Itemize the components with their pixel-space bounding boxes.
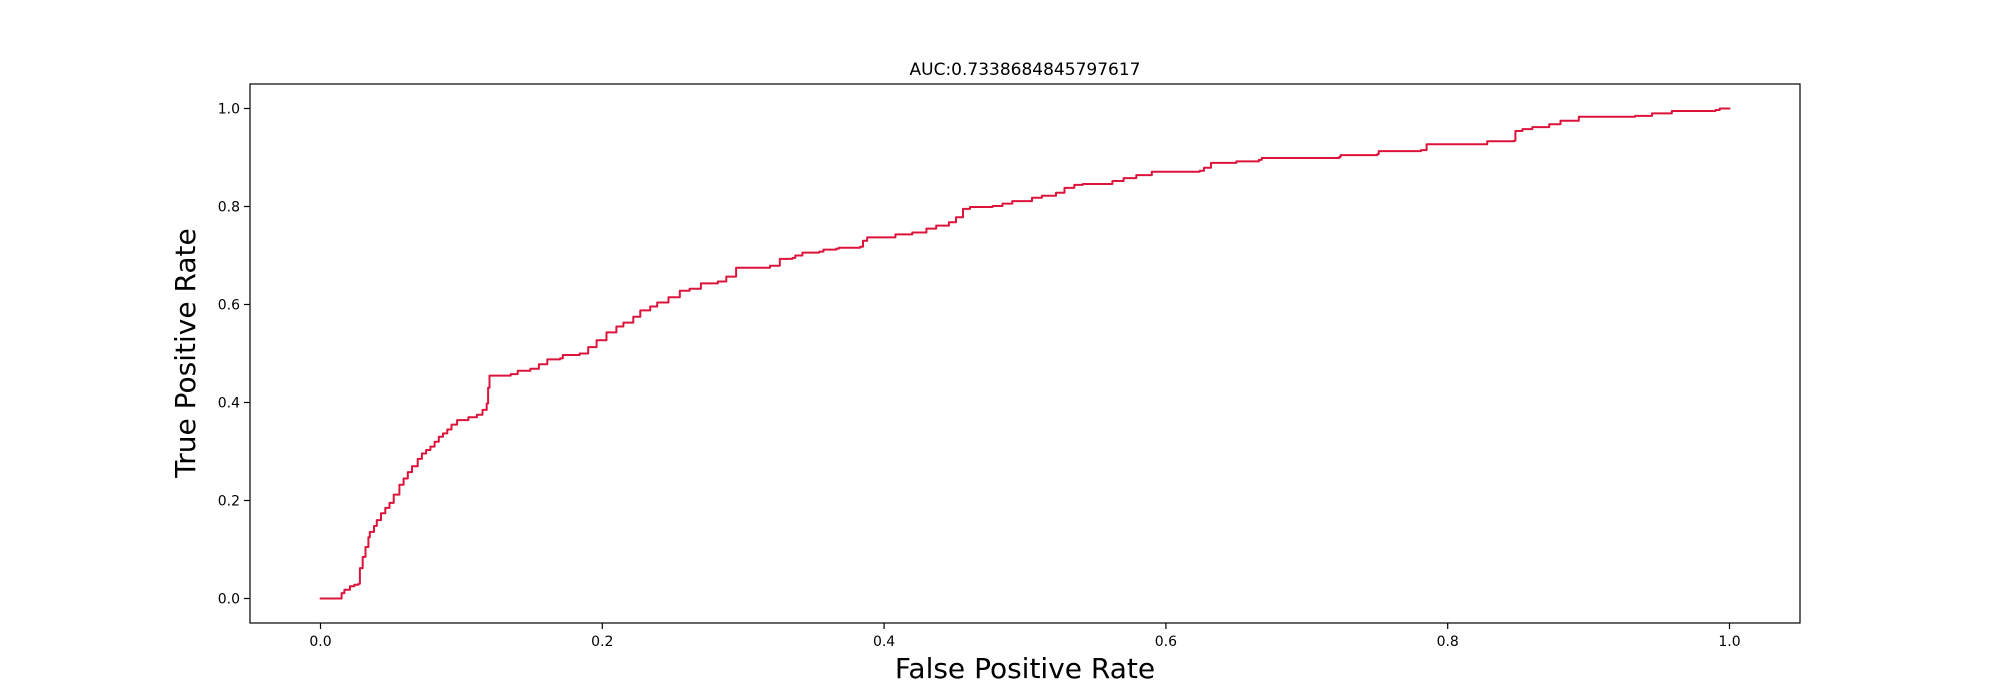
y-tick-label: 0.4 [218,396,240,412]
y-tick-label: 0.6 [218,298,240,314]
roc-curve-line [319,107,1731,600]
x-tick-label: 1.0 [1718,634,1740,650]
x-tick-label: 0.6 [1155,634,1177,650]
x-tick-label: 0.4 [873,634,895,650]
y-axis-label: True Positive Rate [169,228,202,478]
plot-frame [249,83,1801,624]
x-tick-label: 0.8 [1437,634,1459,650]
y-tick-label: 0.0 [218,592,240,608]
chart-title: AUC:0.7338684845797617 [910,60,1141,80]
x-tick-label: 0.2 [591,634,613,650]
y-tick-label: 1.0 [218,102,240,118]
x-tick-label: 0.0 [309,634,331,650]
x-axis-label: False Positive Rate [895,652,1155,685]
x-axis-ticks: 0.0 0.2 0.4 0.6 0.8 1.0 [309,623,1741,650]
y-tick-label: 0.8 [218,200,240,216]
y-tick-label: 0.2 [218,494,240,510]
y-axis-ticks: 0.0 0.2 0.4 0.6 0.8 1.0 [218,102,250,608]
